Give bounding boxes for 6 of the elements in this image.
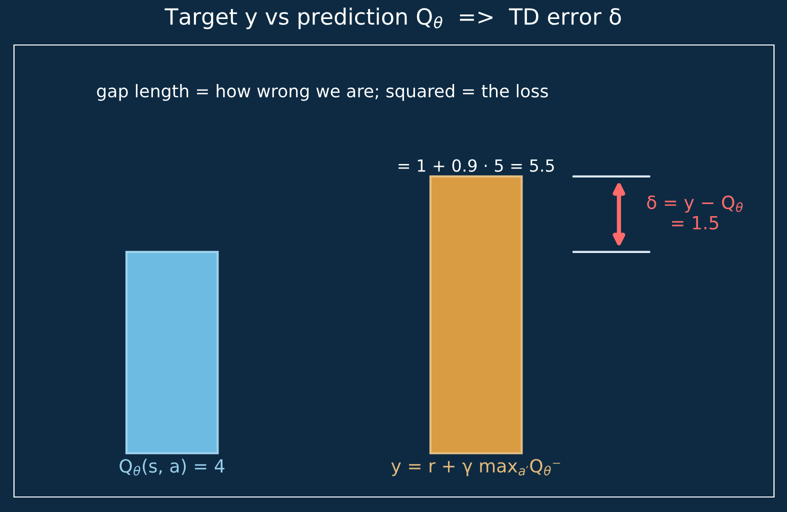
x-tick-label: Q$_{θ}$(s, a) = 4 <box>120 458 224 476</box>
text: δ = y − Q$_{θ}$ = 1.5 <box>647 196 743 230</box>
x-tick-label: y = r + γ max$_{a′}$Q$_{θ}$⁻ <box>391 458 560 476</box>
data-label: = 1 + 0.9 · 5 = 5.5 <box>398 159 554 172</box>
text: gap length = how wrong we are; squared = the loss <box>97 84 548 101</box>
chart-title: Target y vs prediction Q$_{θ}$ => TD error δ <box>164 8 621 30</box>
